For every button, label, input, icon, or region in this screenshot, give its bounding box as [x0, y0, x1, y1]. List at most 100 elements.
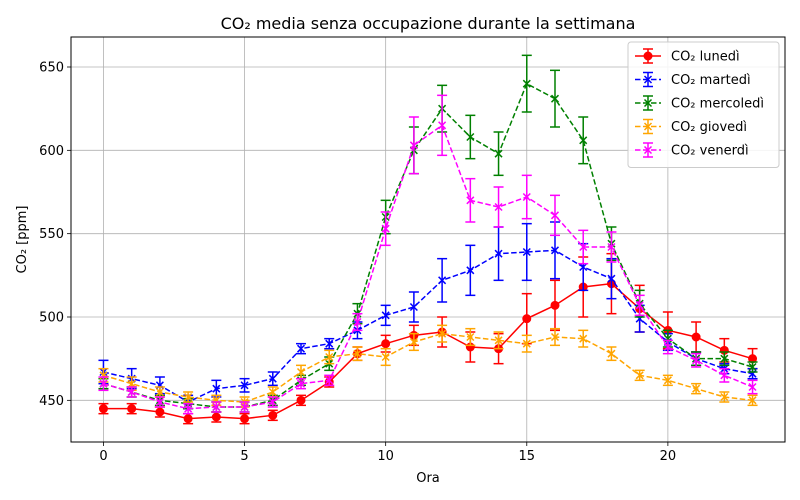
data-point: [550, 211, 560, 220]
legend-marker: [643, 51, 653, 61]
data-point: [183, 414, 193, 424]
ticks: 0 5 10 15 20 450 500 550 600 650: [39, 61, 676, 465]
data-point: [579, 262, 588, 272]
legend-label: CO₂ venerdì: [671, 144, 749, 159]
data-point: [522, 247, 531, 257]
legend-label: CO₂ mercoledì: [671, 97, 764, 112]
legend-item: CO₂ giovedì: [635, 118, 747, 135]
data-point: [438, 329, 447, 338]
series-line: [103, 249, 753, 403]
data-point: [691, 332, 701, 342]
data-point: [381, 339, 391, 349]
legend-box: [627, 41, 780, 168]
legend-item: CO₂ lunedì: [635, 48, 740, 65]
data-point: [663, 342, 672, 352]
data-point: [720, 354, 729, 363]
data-point: [268, 374, 277, 383]
data-point: [268, 387, 277, 397]
data-point: [748, 382, 757, 392]
data-point: [381, 311, 390, 320]
data-point: [353, 317, 362, 327]
data-point: [353, 349, 362, 358]
data-point: [635, 371, 644, 380]
data-point: [127, 404, 137, 414]
series-line: [103, 82, 753, 408]
data-point: [466, 196, 475, 205]
data-point: [240, 414, 250, 424]
data-point: [748, 362, 757, 372]
data-point: [494, 249, 503, 258]
legend-marker: [643, 98, 653, 108]
data-point: [522, 314, 532, 324]
series-1: [98, 221, 758, 410]
chart-title: CO₂ media senza occupazione durante la s…: [221, 14, 636, 33]
data-point: [409, 337, 418, 347]
data-point: [296, 344, 306, 353]
data-point: [268, 410, 278, 420]
data-point: [155, 387, 164, 397]
data-point: [155, 397, 164, 407]
data-point: [409, 302, 418, 312]
data-point: [550, 246, 560, 255]
data-point: [296, 395, 306, 405]
data-point: [466, 332, 475, 342]
legend-item: CO₂ venerdì: [635, 142, 749, 159]
data-point: [550, 332, 560, 342]
data-point: [579, 136, 588, 145]
legend-marker: [643, 122, 653, 131]
data-point: [184, 392, 193, 402]
data-point: [466, 266, 475, 275]
data-point: [212, 384, 221, 393]
data-point: [296, 367, 306, 377]
legend-item: CO₂ martedì: [635, 71, 751, 88]
series-line: [103, 124, 753, 410]
data-point: [522, 192, 531, 202]
data-point: [607, 274, 616, 283]
data-point: [635, 301, 644, 310]
data-point: [127, 379, 136, 388]
data-point: [522, 79, 531, 88]
data-point: [240, 402, 249, 412]
data-point: [494, 149, 503, 158]
series-line: [103, 332, 753, 403]
legend: CO₂ lunedì CO₂ martedì CO₂ mercoledì CO₂ gi…: [627, 41, 780, 168]
y-tick-label: 600: [39, 144, 64, 159]
x-axis-label: Ora: [416, 471, 440, 486]
data-point: [325, 376, 334, 385]
x-tick-label: 15: [519, 449, 536, 464]
data-point: [98, 404, 108, 414]
data-point: [663, 376, 672, 385]
data-point: [579, 242, 588, 252]
legend-marker: [643, 145, 653, 155]
data-point: [381, 352, 390, 362]
x-tick-label: 10: [377, 449, 394, 464]
series-3: [98, 324, 758, 408]
data-point: [466, 132, 475, 142]
data-point: [494, 336, 503, 345]
data-point: [720, 371, 729, 380]
y-tick-label: 650: [39, 61, 64, 76]
data-point: [325, 352, 334, 362]
legend-label: CO₂ giovedì: [671, 120, 747, 135]
data-point: [127, 387, 136, 397]
y-axis-label: CO₂ [ppm]: [15, 206, 30, 274]
series-4: [98, 94, 758, 415]
data-point: [240, 381, 249, 390]
data-point: [550, 94, 560, 103]
data-point: [296, 379, 306, 388]
data-point: [438, 121, 447, 130]
data-point: [522, 339, 531, 348]
data-point: [720, 392, 729, 402]
x-tick-label: 20: [660, 449, 677, 464]
series-layer: [98, 54, 758, 425]
data-point: [494, 202, 503, 212]
data-point: [268, 397, 277, 407]
legend-label: CO₂ lunedì: [671, 50, 740, 65]
data-point: [155, 407, 165, 417]
data-point: [748, 396, 757, 405]
data-point: [381, 224, 390, 233]
y-tick-label: 450: [39, 394, 64, 409]
data-point: [692, 384, 701, 393]
x-tick-label: 5: [240, 449, 248, 464]
